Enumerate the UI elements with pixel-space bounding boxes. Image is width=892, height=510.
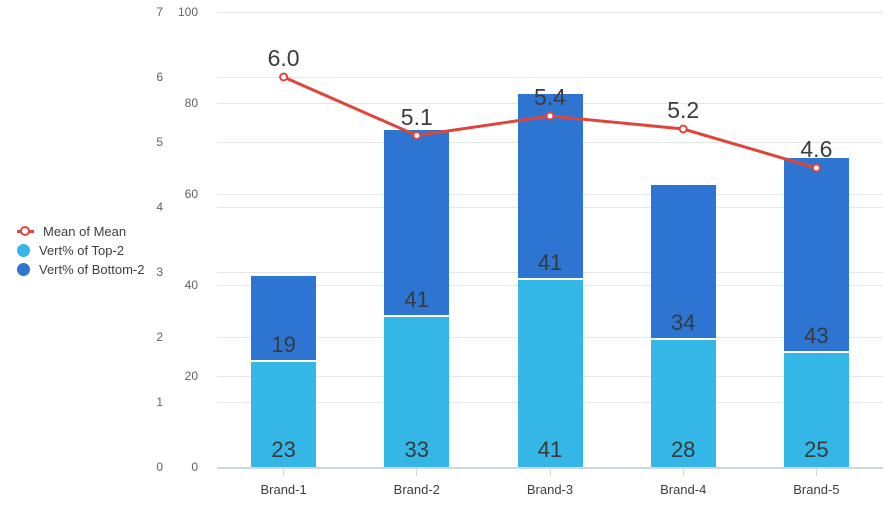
- y-axis-mean-tick-2: 2: [156, 330, 163, 344]
- bar-value-label-bottom2-brand-1: 19: [271, 332, 296, 358]
- legend-label-bottom2: Vert% of Bottom-2: [39, 261, 145, 277]
- chart-legend: Mean of Mean Vert% of Top-2 Vert% of Bot…: [17, 223, 145, 277]
- x-axis-tick-brand-4: [682, 468, 684, 476]
- bar-value-label-top2-brand-4: 28: [670, 437, 696, 462]
- y-axis-percent-tick-20: 20: [184, 369, 198, 383]
- bar-value-label-bottom2-brand-3: 41: [537, 250, 563, 276]
- x-axis-label-brand-5: Brand-5: [793, 482, 840, 497]
- bar-value-label-top2-brand-2: 33: [404, 437, 430, 462]
- mean-point-label-brand-1: 6.0: [267, 45, 300, 71]
- y-axis-mean-tick-1: 1: [156, 395, 163, 409]
- mean-point-brand-5[interactable]: [811, 163, 821, 173]
- legend-label-top2: Vert% of Top-2: [39, 242, 125, 258]
- y-axis-mean-tick-3: 3: [156, 265, 163, 279]
- line-donut-marker-icon: [17, 226, 34, 236]
- mean-point-label-brand-4: 5.2: [667, 97, 700, 123]
- bar-segment-bottom2-brand-1[interactable]: [251, 275, 317, 363]
- bar-value-label-bottom2-brand-2: 41: [404, 286, 430, 312]
- y-axis-percent-tick-100: 100: [177, 5, 198, 19]
- donut-marker-icon: [20, 226, 30, 236]
- bar-segment-top2-brand-2[interactable]: [384, 316, 450, 467]
- x-axis-label-brand-2: Brand-2: [393, 482, 440, 497]
- y-axis-mean-tick-4: 4: [156, 200, 163, 214]
- y-axis-percent-tick-0: 0: [191, 460, 198, 474]
- y-axis-percent-tick-80: 80: [184, 96, 198, 110]
- bar-segment-top2-brand-3[interactable]: [517, 280, 583, 467]
- x-axis-tick-brand-1: [283, 468, 285, 476]
- circle-marker-icon: [17, 243, 30, 257]
- circle-marker-icon: [17, 262, 30, 276]
- mean-point-brand-4[interactable]: [678, 124, 688, 134]
- bar-value-label-top2-brand-3: 41: [537, 437, 563, 462]
- y-axis-percent-tick-40: 40: [184, 278, 198, 292]
- bar-segment-top2-brand-1[interactable]: [251, 362, 317, 467]
- legend-item-top2[interactable]: Vert% of Top-2: [17, 242, 145, 258]
- bar-segment-bottom2-brand-3[interactable]: [517, 93, 583, 281]
- x-axis-tick-brand-5: [815, 468, 817, 476]
- y-axis-percent-tick-60: 60: [184, 187, 198, 201]
- gridline-mean-6: [217, 76, 883, 78]
- x-axis-baseline: [217, 466, 883, 469]
- x-axis-label-brand-3: Brand-3: [526, 482, 574, 497]
- y-axis-mean-tick-0: 0: [156, 460, 163, 474]
- x-axis-tick-brand-3: [549, 468, 551, 476]
- legend-item-mean-of-mean[interactable]: Mean of Mean: [17, 223, 145, 239]
- gridline-percent-100: [217, 11, 883, 13]
- y-axis-mean-tick-5: 5: [156, 135, 163, 149]
- bar-value-label-top2-brand-1: 23: [271, 437, 296, 462]
- mean-point-brand-2[interactable]: [412, 131, 422, 140]
- bar-value-label-bottom2-brand-5: 43: [804, 323, 829, 349]
- bar-value-label-bottom2-brand-4: 34: [670, 309, 696, 335]
- bar-segment-bottom2-brand-4[interactable]: [650, 184, 716, 340]
- x-axis-tick-brand-2: [416, 468, 418, 476]
- mean-point-brand-3[interactable]: [545, 111, 555, 121]
- mean-point-label-brand-2: 5.1: [400, 103, 433, 130]
- bar-segment-bottom2-brand-2[interactable]: [384, 130, 450, 317]
- bar-segment-top2-brand-5[interactable]: [783, 353, 849, 467]
- mean-point-label-brand-3: 5.4: [534, 84, 566, 110]
- x-axis-label-brand-4: Brand-4: [660, 482, 707, 497]
- mean-point-label-brand-5: 4.6: [800, 136, 833, 162]
- bar-segment-top2-brand-4[interactable]: [650, 339, 716, 467]
- legend-label-mean-of-mean: Mean of Mean: [43, 223, 127, 239]
- x-axis-label-brand-1: Brand-1: [260, 482, 307, 497]
- bar-segment-bottom2-brand-5[interactable]: [783, 157, 849, 354]
- mean-point-brand-1[interactable]: [279, 72, 289, 82]
- bar-value-label-top2-brand-5: 25: [804, 437, 829, 462]
- y-axis-mean-tick-6: 6: [156, 70, 163, 84]
- legend-item-bottom2[interactable]: Vert% of Bottom-2: [17, 261, 145, 277]
- y-axis-mean-tick-7: 7: [156, 5, 163, 19]
